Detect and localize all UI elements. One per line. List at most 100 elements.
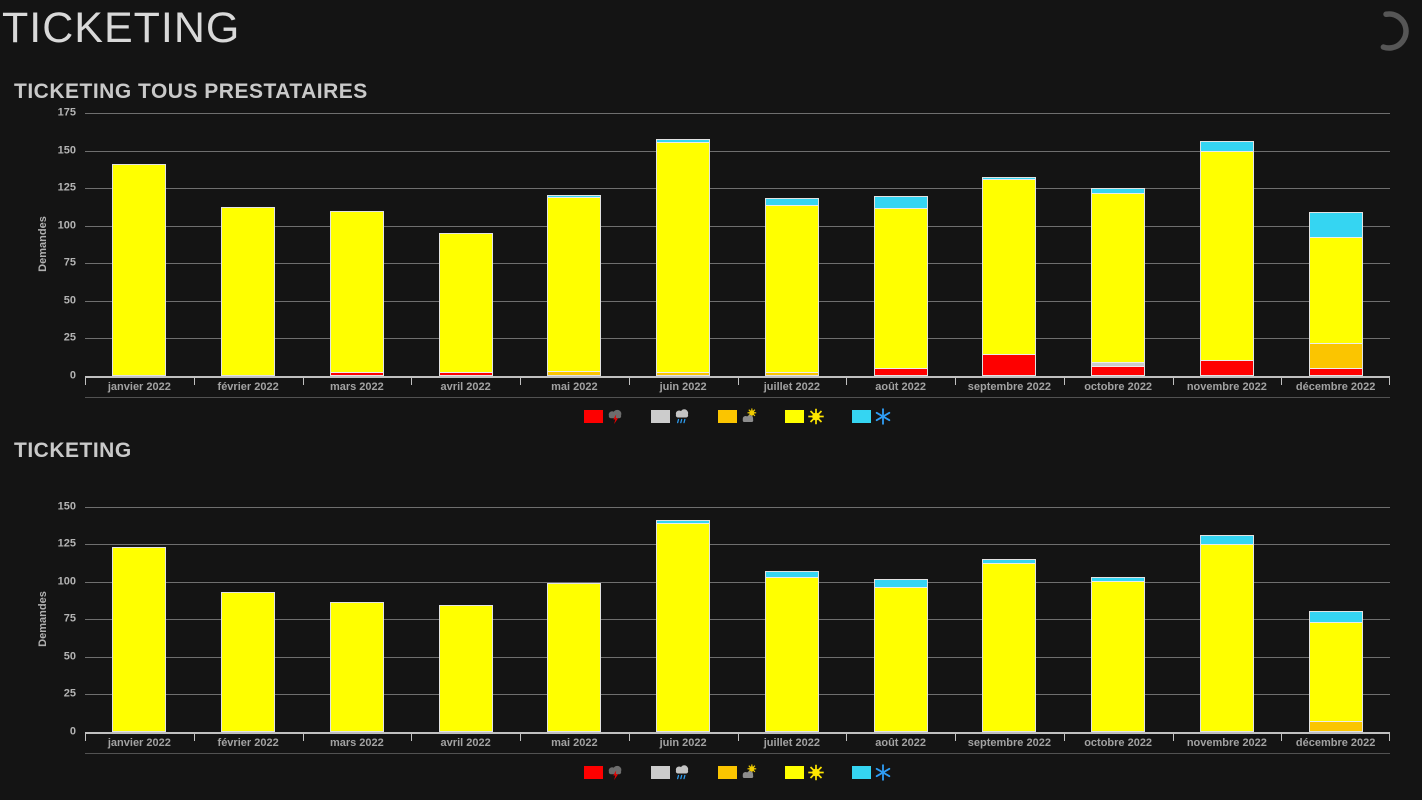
bar-segment-sun[interactable] — [657, 522, 710, 731]
bar-segment-partly-cloudy[interactable] — [1309, 720, 1362, 731]
bar-juillet-2022[interactable] — [764, 571, 819, 732]
bar-segment-sun[interactable] — [657, 141, 710, 372]
bar-segment-partly-cloudy[interactable] — [765, 372, 818, 375]
bar-octobre-2022[interactable] — [1091, 577, 1146, 732]
x-axis: janvier 2022 février 2022 mars 2022 avril 2… — [85, 375, 1390, 398]
bar-column — [738, 113, 847, 376]
legend-item-sun[interactable] — [784, 408, 825, 425]
bar-segment-sun[interactable] — [874, 207, 927, 368]
gridline — [85, 225, 1390, 227]
legend-item-sun[interactable] — [784, 764, 825, 781]
bar-segment-sun[interactable] — [1200, 543, 1253, 731]
bar-segment-snow[interactable] — [1309, 611, 1362, 622]
legend-item-snow[interactable] — [851, 764, 892, 781]
legend-swatch-partly-cloudy — [717, 766, 737, 779]
bar-segment-sun[interactable] — [874, 587, 927, 731]
legend-item-partly-cloudy[interactable] — [717, 408, 758, 425]
gridline — [85, 506, 1390, 508]
bar-segment-partly-cloudy[interactable] — [548, 370, 601, 375]
bar-février-2022[interactable] — [221, 591, 276, 732]
bar-avril-2022[interactable] — [438, 605, 493, 732]
bar-segment-storm[interactable] — [983, 354, 1036, 375]
bar-chart-plot: 25 50 75 100 125 150 0 Demandes — [37, 500, 1390, 737]
bar-avril-2022[interactable] — [438, 233, 493, 376]
legend-item-partly-cloudy[interactable] — [717, 764, 758, 781]
bar-segment-sun[interactable] — [330, 211, 383, 372]
bar-mai-2022[interactable] — [547, 582, 602, 732]
bar-segment-snow[interactable] — [874, 579, 927, 587]
bar-juin-2022[interactable] — [656, 139, 711, 376]
legend-item-rain[interactable] — [650, 764, 691, 781]
bar-segment-snow[interactable] — [1200, 141, 1253, 151]
bar-column — [1064, 113, 1173, 376]
bar-segment-snow[interactable] — [657, 521, 710, 523]
bar-chart-plot: 25 50 75 100 125 150 175 0 Demandes — [37, 106, 1390, 381]
bar-mars-2022[interactable] — [329, 602, 384, 732]
bar-segment-snow[interactable] — [765, 198, 818, 205]
bar-segment-sun[interactable] — [113, 547, 166, 731]
bar-segment-sun[interactable] — [1092, 581, 1145, 731]
bar-segment-snow[interactable] — [874, 197, 927, 208]
bar-juin-2022[interactable] — [656, 520, 711, 732]
bar-mai-2022[interactable] — [547, 194, 602, 376]
bar-segment-rain[interactable] — [1092, 362, 1145, 366]
bar-décembre-2022[interactable] — [1308, 610, 1363, 732]
bar-septembre-2022[interactable] — [982, 176, 1037, 376]
bar-segment-sun[interactable] — [765, 204, 818, 372]
bar-segment-snow[interactable] — [1092, 578, 1145, 581]
bar-mars-2022[interactable] — [329, 210, 384, 376]
y-tick-label: 75 — [63, 612, 76, 625]
bar-segment-snow[interactable] — [983, 177, 1036, 179]
bar-segment-storm[interactable] — [1092, 366, 1145, 375]
bar-segment-sun[interactable] — [330, 603, 383, 731]
bar-segment-sun[interactable] — [439, 234, 492, 372]
bar-segment-sun[interactable] — [1309, 622, 1362, 721]
bar-segment-partly-cloudy[interactable] — [657, 372, 710, 375]
bar-segment-storm[interactable] — [330, 372, 383, 375]
bar-segment-sun[interactable] — [1092, 193, 1145, 362]
bar-segment-snow[interactable] — [1092, 188, 1145, 193]
bar-segment-sun[interactable] — [222, 592, 275, 731]
bar-segment-snow[interactable] — [983, 560, 1036, 563]
bar-novembre-2022[interactable] — [1199, 535, 1254, 732]
bar-segment-sun[interactable] — [548, 197, 601, 371]
x-tick-label: octobre 2022 — [1063, 733, 1173, 753]
bar-septembre-2022[interactable] — [982, 559, 1037, 732]
bar-segment-sun[interactable] — [548, 583, 601, 731]
x-tick-label: juillet 2022 — [737, 733, 847, 753]
bar-segment-sun[interactable] — [113, 164, 166, 375]
bar-segment-sun[interactable] — [765, 576, 818, 731]
bar-segment-snow[interactable] — [1309, 212, 1362, 237]
bar-segment-storm[interactable] — [439, 372, 492, 375]
bar-segment-sun[interactable] — [439, 606, 492, 731]
bar-août-2022[interactable] — [873, 196, 928, 376]
bar-janvier-2022[interactable] — [112, 163, 167, 376]
x-tick-label: juillet 2022 — [737, 377, 847, 397]
bar-segment-sun[interactable] — [983, 179, 1036, 354]
bar-octobre-2022[interactable] — [1091, 187, 1146, 376]
bar-février-2022[interactable] — [221, 207, 276, 376]
bar-segment-snow[interactable] — [765, 572, 818, 577]
legend-item-storm[interactable] — [583, 764, 624, 781]
bar-août-2022[interactable] — [873, 578, 928, 732]
legend-item-snow[interactable] — [851, 408, 892, 425]
legend-item-rain[interactable] — [650, 408, 691, 425]
bar-segment-snow[interactable] — [1200, 536, 1253, 544]
bar-segment-snow[interactable] — [657, 140, 710, 142]
bar-segment-storm[interactable] — [874, 367, 927, 375]
bar-segment-sun[interactable] — [1200, 150, 1253, 360]
bar-segment-snow[interactable] — [548, 195, 601, 197]
bar-décembre-2022[interactable] — [1308, 211, 1363, 376]
bar-segment-sun[interactable] — [222, 208, 275, 375]
bar-janvier-2022[interactable] — [112, 546, 167, 732]
legend-item-storm[interactable] — [583, 408, 624, 425]
bar-segment-sun[interactable] — [983, 563, 1036, 731]
bar-juillet-2022[interactable] — [764, 197, 819, 376]
x-tick-label: janvier 2022 — [85, 377, 194, 397]
bar-segment-storm[interactable] — [1309, 367, 1362, 375]
bar-novembre-2022[interactable] — [1199, 140, 1254, 376]
bar-segment-storm[interactable] — [1200, 360, 1253, 375]
bar-segment-partly-cloudy[interactable] — [1309, 342, 1362, 368]
bar-segment-sun[interactable] — [1309, 236, 1362, 343]
bar-column — [629, 507, 738, 732]
